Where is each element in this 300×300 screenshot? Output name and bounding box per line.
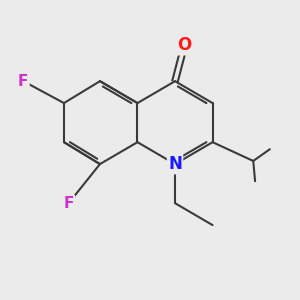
Text: F: F bbox=[18, 74, 28, 89]
Text: O: O bbox=[177, 36, 191, 54]
Text: F: F bbox=[64, 196, 74, 211]
Text: N: N bbox=[168, 155, 182, 173]
